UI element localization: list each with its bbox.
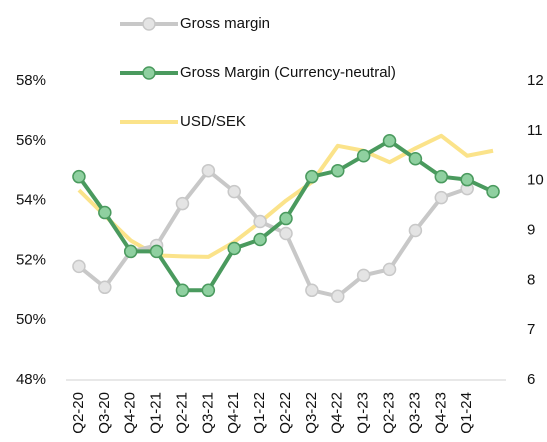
point <box>253 232 267 247</box>
legend-label: Gross margin <box>180 15 270 32</box>
point <box>98 280 112 295</box>
x-tick-label: Q2-22 <box>277 392 294 434</box>
point <box>175 283 190 298</box>
point <box>408 151 423 166</box>
y-tick-label: 52% <box>16 251 46 268</box>
point <box>227 184 241 199</box>
point <box>72 259 86 274</box>
y2-tick-label: 11 <box>527 122 543 139</box>
x-tick-label: Q2-23 <box>380 392 397 434</box>
y-tick-label: 54% <box>16 192 46 209</box>
x-tick-label: Q2-20 <box>70 392 87 434</box>
point <box>123 244 138 259</box>
point <box>72 169 86 184</box>
point <box>175 196 190 211</box>
y-tick-label: 58% <box>16 72 46 89</box>
x-tick-label: Q3-21 <box>199 392 216 434</box>
y-tick-label: 50% <box>16 311 46 328</box>
series-line <box>77 168 468 299</box>
point <box>279 211 293 226</box>
y2-tick-label: 9 <box>527 221 535 238</box>
legend-label: USD/SEK <box>180 113 246 130</box>
point <box>434 169 449 184</box>
point <box>408 223 423 238</box>
x-tick-label: Q4-21 <box>225 392 242 434</box>
point <box>356 268 371 283</box>
point <box>279 226 293 241</box>
point <box>149 244 164 259</box>
point <box>305 169 319 184</box>
x-tick-label: Q1-21 <box>148 392 165 434</box>
x-tick-label: Q4-23 <box>432 392 449 434</box>
x-tick-label: Q1-22 <box>251 392 268 434</box>
point <box>227 241 241 256</box>
point <box>201 163 216 178</box>
point <box>382 262 397 277</box>
point <box>253 214 267 229</box>
x-tick-label: Q4-22 <box>329 392 346 434</box>
x-tick-label: Q3-22 <box>303 392 320 434</box>
point <box>356 149 371 163</box>
y-tick-label: 48% <box>16 371 46 388</box>
legend-marker <box>142 17 156 31</box>
y2-tick-label: 10 <box>527 172 544 189</box>
y2-tick-label: 12 <box>527 72 544 89</box>
y2-tick-label: 6 <box>527 371 535 388</box>
y2-tick-label: 7 <box>527 321 535 338</box>
point <box>331 289 345 304</box>
y2-tick-label: 8 <box>527 271 535 288</box>
x-tick-label: Q4-20 <box>122 392 139 434</box>
x-tick-label: Q2-21 <box>173 392 190 434</box>
point <box>460 172 474 187</box>
point <box>305 283 319 298</box>
x-tick-label: Q3-20 <box>96 392 113 434</box>
point <box>434 190 449 205</box>
legend-label: Gross Margin (Currency-neutral) <box>180 64 396 81</box>
point <box>382 134 397 148</box>
point <box>486 184 500 199</box>
x-tick-label: Q1-24 <box>458 392 475 434</box>
point <box>331 163 345 178</box>
x-tick-label: Q3-23 <box>406 392 423 434</box>
point <box>98 205 112 220</box>
point <box>201 283 216 298</box>
y-tick-label: 56% <box>16 132 46 149</box>
legend-marker <box>142 66 156 80</box>
x-tick-label: Q1-23 <box>355 392 372 434</box>
